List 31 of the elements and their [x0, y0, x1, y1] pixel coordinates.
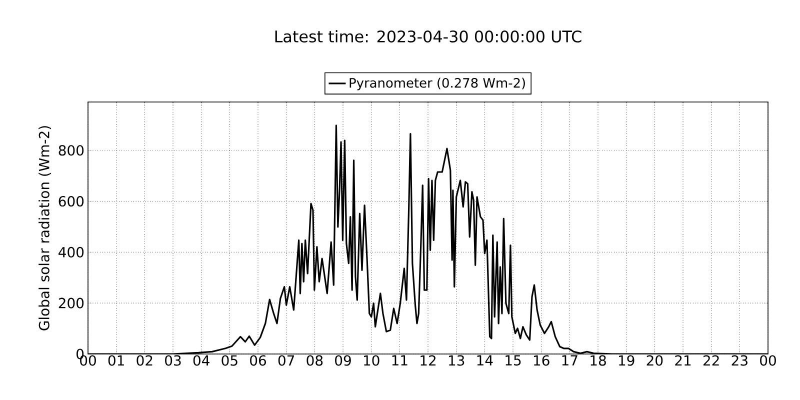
x-tick-label: 02	[136, 355, 152, 366]
x-tick-label: 00	[760, 355, 776, 366]
x-tick-label: 14	[477, 355, 493, 366]
x-tick-label: 16	[534, 355, 550, 366]
x-tick-label: 17	[562, 355, 578, 366]
y-tick-label: 200	[58, 298, 84, 308]
x-tick-label: 04	[193, 355, 210, 366]
x-tick-label: 19	[619, 355, 634, 366]
x-tick-label: 11	[392, 355, 408, 366]
x-tick-label: 06	[250, 355, 266, 366]
chart-title: Latest time: 2023-04-30 00:00:00 UTC	[275, 30, 582, 42]
x-tick-label: 21	[675, 355, 691, 366]
x-tick-label: 10	[364, 355, 380, 366]
x-tick-label: 01	[108, 355, 124, 366]
x-tick-label: 22	[703, 355, 719, 366]
x-tick-label: 12	[420, 355, 436, 366]
x-tick-label: 07	[278, 355, 294, 366]
x-tick-label: 20	[646, 355, 663, 366]
y-axis-title: Global solar radiation (Wm-2)	[38, 126, 52, 330]
x-tick-label: 13	[449, 355, 464, 366]
y-tick-label: 400	[58, 246, 84, 258]
x-tick-label: 23	[732, 355, 748, 366]
x-tick-label: 03	[165, 355, 181, 366]
x-tick-label: 18	[590, 355, 606, 366]
legend-label: Pyranometer (0.278 Wm-2)	[350, 78, 525, 90]
x-tick-label: 05	[222, 355, 238, 366]
x-tick-label: 15	[506, 355, 521, 366]
y-tick-label: 600	[58, 196, 84, 207]
x-tick-label: 09	[335, 355, 351, 366]
x-tick-label: 08	[306, 355, 323, 366]
y-tick-label: 800	[58, 145, 84, 156]
